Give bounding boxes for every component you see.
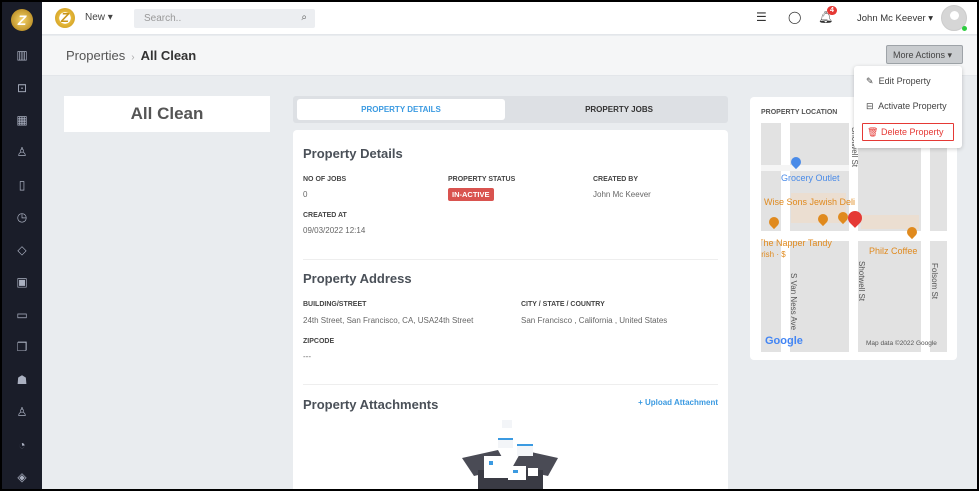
clock-icon[interactable]: ◷ [16,210,28,224]
tab-property-jobs[interactable]: PROPERTY JOBS [585,105,653,114]
field-label: CREATED BY [593,176,638,183]
zip-value: --- [303,352,311,361]
edit-icon: ✎ [866,76,874,86]
activate-property-item[interactable]: ⊟ Activate Property [862,98,954,116]
trash-icon: 🗑︎ [867,127,879,137]
chat-icon[interactable]: ◯ [788,10,802,24]
field-label: CITY / STATE / COUNTRY [521,301,605,308]
created-by-value: John Mc Keever [593,190,651,199]
chart-icon[interactable]: ▥ [16,48,28,62]
upload-attachment-link[interactable]: + Upload Attachment [638,398,718,407]
created-at-value: 09/03/2022 12:14 [303,226,366,235]
no-of-jobs-value: 0 [303,190,308,199]
page-header: Properties › All Clean More Actions ▾ [42,36,977,76]
user-search-icon[interactable]: ♙ [16,145,28,159]
google-logo: Google [765,335,803,347]
divider [303,384,718,385]
sidebar: Z ▥ ⊡ ▦ ♙ ▯ ◷ ◇ ▣ ▭ ❐ ☗ ♙ ◔ ◈ [2,2,42,489]
search-placeholder: Search.. [144,13,182,24]
new-dropdown[interactable]: New ▾ [85,12,113,23]
map-label: Irish · $ [761,250,786,259]
property-name-card: All Clean [64,96,270,132]
map-icon[interactable]: ▯ [18,178,26,192]
briefcase-icon[interactable]: ⊡ [16,81,28,95]
activate-property-label: Activate Property [878,101,947,111]
map-label[interactable]: The Napper Tandy [761,238,832,248]
search-icon[interactable]: ⌕ [301,12,307,23]
user-icon[interactable]: ♙ [16,405,28,419]
field-label: NO OF JOBS [303,176,347,183]
list-icon[interactable]: ☰ [756,10,767,24]
field-label: PROPERTY STATUS [448,176,516,183]
delete-property-item[interactable]: 🗑︎ Delete Property [862,123,954,141]
map-label[interactable]: Philz Coffee [869,246,918,256]
user-menu[interactable]: John Mc Keever ▾ [857,13,934,24]
map-label: S Van Ness Ave [789,273,798,331]
activate-icon: ⊟ [866,101,874,111]
tabs: PROPERTY DETAILS PROPERTY JOBS [293,96,728,123]
app-logo[interactable]: Z [55,8,75,28]
street-value: 24th Street, San Francisco, CA, USA24th … [303,316,474,325]
notification-badge: 4 [827,6,837,15]
breadcrumb-properties[interactable]: Properties [66,48,126,63]
location-title: PROPERTY LOCATION [761,109,838,116]
field-label: BUILDING/STREET [303,301,367,308]
map-attribution: Map data ©2022 Google [866,340,937,347]
edit-property-item[interactable]: ✎ Edit Property [862,73,954,91]
field-label: CREATED AT [303,212,347,219]
layers-icon[interactable]: ◈ [17,470,27,484]
calendar-icon[interactable]: ▦ [16,113,28,127]
caret-down-icon: ▾ [947,50,953,60]
field-label: ZIPCODE [303,338,335,345]
cubes-icon[interactable]: ☗ [16,373,28,387]
empty-box-illustration [462,420,558,489]
section-title: Property Details [303,146,403,161]
details-card: Property Details NO OF JOBS 0 PROPERTY S… [293,130,728,489]
tag-icon[interactable]: ◇ [17,243,27,257]
topbar: Z New ▾ Search.. ⌕ ☰ ◯ 🔔︎ 4 John Mc Keeve… [42,2,977,35]
section-title: Property Address [303,271,412,286]
city-value: San Francisco , California , United Stat… [521,316,668,325]
map-label[interactable]: Grocery Outlet [781,173,840,183]
new-label: New [85,12,106,23]
tab-property-details[interactable]: PROPERTY DETAILS [297,99,505,120]
brand-logo[interactable]: Z [11,9,33,31]
calculator-icon[interactable]: ▣ [16,275,28,289]
property-location-card: PROPERTY LOCATION Shotwell St Grocery Ou… [750,97,957,360]
section-title: Property Attachments [303,397,439,412]
edit-property-label: Edit Property [878,76,931,86]
pie-chart-icon[interactable]: ◔ [18,438,26,452]
breadcrumb: Properties › All Clean [66,48,196,63]
online-indicator [962,26,967,31]
chevron-right-icon: › [131,52,135,63]
map-label: Shotwell St [857,261,866,302]
map-label: Folsom St [930,263,939,300]
documents-icon[interactable]: ❐ [16,340,28,354]
search-input[interactable]: Search.. ⌕ [134,9,315,28]
status-badge: IN-ACTIVE [448,188,494,201]
user-name: John Mc Keever [857,13,926,24]
divider [303,259,718,260]
breadcrumb-current: All Clean [140,48,197,63]
more-actions-button[interactable]: More Actions ▾ [886,45,963,64]
wallet-icon[interactable]: ▭ [16,308,28,322]
more-actions-label: More Actions [893,50,946,60]
caret-down-icon: ▾ [107,12,113,23]
map[interactable]: Shotwell St Grocery Outlet Wise Sons Jew… [761,123,947,352]
delete-property-label: Delete Property [880,127,944,137]
more-actions-menu: ✎ Edit Property ⊟ Activate Property 🗑︎ D… [854,66,962,148]
map-label[interactable]: Wise Sons Jewish Deli [764,197,856,207]
